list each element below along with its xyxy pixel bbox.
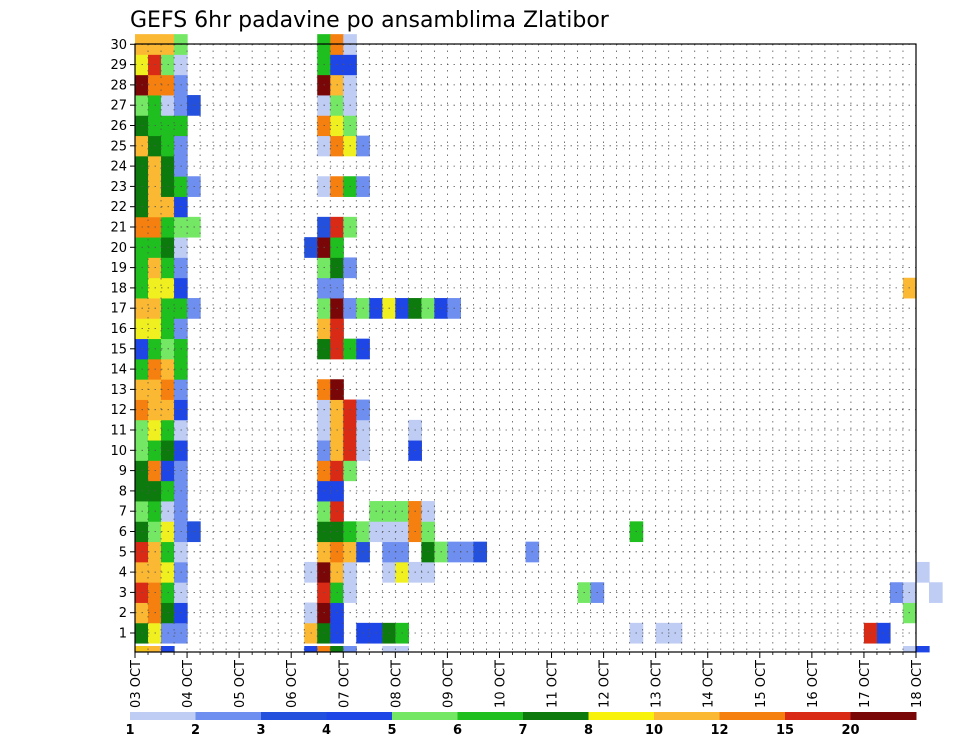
colorbar-segment — [588, 712, 655, 720]
colorbar-segment — [654, 712, 720, 720]
x-tick-label: 15 OCT — [754, 660, 769, 708]
x-tick-label: 09 OCT — [441, 660, 456, 708]
colorbar-segment — [195, 712, 262, 720]
x-tick-label: 17 OCT — [858, 660, 873, 708]
y-tick-label: 6 — [119, 525, 127, 540]
colorbar-segment — [392, 712, 458, 720]
x-tick-label: 11 OCT — [546, 660, 561, 708]
y-tick-label: 2 — [119, 606, 127, 621]
y-tick-label: 15 — [110, 342, 127, 357]
x-tick-label: 18 OCT — [910, 660, 925, 708]
colorbar-label: 2 — [191, 723, 200, 738]
y-tick-label: 19 — [110, 261, 127, 276]
x-tick-label: 16 OCT — [806, 660, 821, 708]
y-tick-label: 3 — [119, 586, 127, 601]
heatmap-cell — [330, 646, 344, 653]
colorbar-segment — [130, 712, 196, 720]
colorbar: 1 2 3 4 5 6 7 8 10 12 15 20 — [125, 712, 917, 738]
colorbar-label: 6 — [453, 723, 462, 738]
colorbar-label: 3 — [256, 723, 265, 738]
y-tick-label: 26 — [110, 119, 127, 134]
colorbar-segment — [261, 712, 327, 720]
y-tick-label: 4 — [119, 566, 127, 581]
heatmap-cell — [916, 561, 930, 583]
x-tick-label: 07 OCT — [337, 660, 352, 708]
heatmap-cell — [902, 646, 917, 653]
heatmap-cell — [148, 646, 162, 653]
x-tick-label: 13 OCT — [650, 660, 665, 708]
y-tick-label: 22 — [110, 200, 127, 215]
gridlines — [135, 43, 916, 652]
heatmap-cell — [343, 646, 357, 653]
x-tick-label: 05 OCT — [233, 660, 248, 708]
x-axis: 03 OCT 04 OCT 05 OCT 06 OCT 07 OCT 08 OCT 09 O… — [129, 652, 925, 708]
x-tick-label: 12 OCT — [598, 660, 613, 708]
colorbar-label: 1 — [125, 723, 134, 738]
y-tick-label: 7 — [119, 505, 127, 520]
colorbar-segment — [719, 712, 786, 720]
y-tick-label: 18 — [110, 281, 127, 296]
heatmap-cell — [135, 646, 149, 653]
colorbar-label: 20 — [841, 723, 859, 738]
colorbar-label: 5 — [387, 723, 396, 738]
colorbar-segment — [523, 712, 589, 720]
heatmap-cell — [929, 582, 943, 603]
y-tick-label: 30 — [110, 38, 127, 53]
x-tick-label: 06 OCT — [285, 660, 300, 708]
x-tick-label: 08 OCT — [389, 660, 404, 708]
x-tick-label: 04 OCT — [181, 660, 196, 708]
y-tick-label: 24 — [110, 160, 127, 175]
chart-title: GEFS 6hr padavine po ansamblima Zlatibor — [130, 8, 610, 33]
colorbar-segment — [850, 712, 917, 720]
x-tick-label: 10 OCT — [493, 660, 508, 708]
y-tick-label: 21 — [110, 221, 127, 236]
heatmap-cell — [161, 646, 175, 653]
colorbar-label: 10 — [645, 723, 663, 738]
y-tick-label: 25 — [110, 139, 127, 154]
y-tick-label: 29 — [110, 58, 127, 73]
y-tick-label: 8 — [119, 484, 127, 499]
heatmap-cell — [916, 646, 930, 653]
y-tick-label: 17 — [110, 302, 127, 317]
y-tick-label: 11 — [110, 424, 127, 439]
colorbar-segment — [457, 712, 524, 720]
y-tick-label: 12 — [110, 403, 127, 418]
y-tick-label: 14 — [110, 363, 127, 378]
colorbar-label: 8 — [584, 723, 593, 738]
y-tick-label: 10 — [110, 444, 127, 459]
colorbar-label: 15 — [776, 723, 794, 738]
colorbar-segment — [785, 712, 851, 720]
y-tick-label: 13 — [110, 383, 127, 398]
heatmap-cell — [395, 646, 409, 653]
y-axis: 1234567891011121314151617181920212223242… — [110, 38, 135, 642]
y-tick-label: 27 — [110, 99, 127, 114]
y-tick-label: 16 — [110, 322, 127, 337]
heatmap-cell — [304, 646, 318, 653]
colorbar-label: 7 — [518, 723, 527, 738]
y-tick-label: 5 — [119, 545, 127, 560]
x-tick-label: 03 OCT — [129, 660, 144, 708]
heatmap-cell — [317, 646, 331, 653]
colorbar-label: 4 — [322, 723, 331, 738]
colorbar-label: 12 — [710, 723, 728, 738]
y-tick-label: 1 — [119, 627, 127, 642]
y-tick-label: 9 — [119, 464, 127, 479]
colorbar-segment — [326, 712, 393, 720]
y-tick-label: 23 — [110, 180, 127, 195]
heatmap-cell — [382, 646, 396, 653]
x-tick-label: 14 OCT — [702, 660, 717, 708]
y-tick-label: 20 — [110, 241, 127, 256]
y-tick-label: 28 — [110, 78, 127, 93]
